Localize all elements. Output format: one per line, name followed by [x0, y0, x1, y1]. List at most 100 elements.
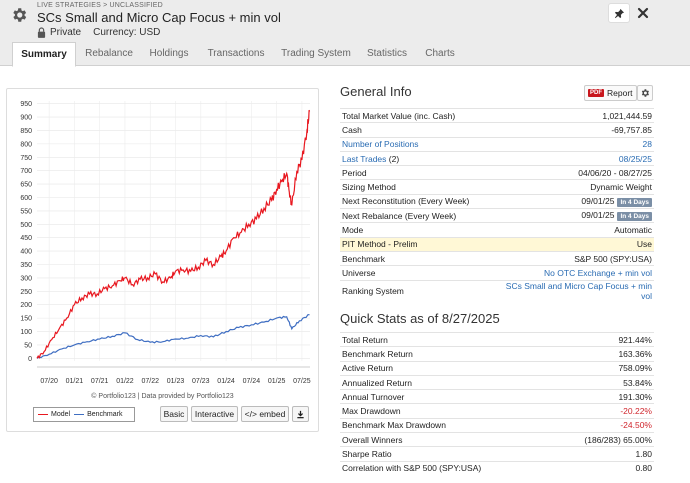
table-row: Annualized Return 53.84% — [340, 374, 654, 389]
legend-benchmark[interactable]: Benchmark — [74, 411, 122, 418]
benchmark-line — [36, 314, 310, 359]
close-button[interactable] — [635, 5, 651, 21]
x-tick-label: 07/23 — [192, 378, 210, 385]
pdf-report-button[interactable]: PDF Report — [584, 85, 637, 101]
row-value: (186/283) 65.00% — [584, 434, 652, 445]
x-tick-label: 07/20 — [40, 378, 58, 385]
tab-transactions[interactable]: Transactions — [207, 48, 265, 59]
row-label: Correlation with S&P 500 (SPY:USA) — [342, 463, 482, 474]
table-row: Total Market Value (inc. Cash) 1,021,444… — [340, 108, 654, 122]
row-value: 0.80 — [635, 463, 652, 474]
last-trades-link[interactable]: Last Trades — [342, 153, 387, 164]
performance-chart-panel: 0 50 100 150 200 250 300 350 400 450 500 550 600 650 7… — [6, 88, 319, 432]
pdf-icon: PDF — [588, 89, 604, 97]
row-label: Overall Winners — [342, 434, 403, 445]
row-value: 09/01/25 In 4 Days — [581, 210, 652, 222]
table-row: Next Reconstitution (Every Week) 09/01/2… — [340, 193, 654, 208]
row-label: Period — [342, 167, 367, 178]
tab-trading-system[interactable]: Trading System — [281, 48, 351, 59]
row-label: Last Trades (2) — [342, 154, 399, 164]
table-row: Annual Turnover 191.30% — [340, 389, 654, 403]
tab-charts[interactable]: Charts — [425, 48, 455, 59]
ranking-system-line2: vol — [641, 291, 652, 302]
y-tick-label: 400 — [20, 249, 32, 256]
embed-chart-button[interactable]: </> embed — [241, 406, 289, 422]
interactive-chart-button[interactable]: Interactive — [191, 406, 238, 422]
positions-count-link[interactable]: 28 — [642, 139, 652, 150]
table-row: Correlation with S&P 500 (SPY:USA) 0.80 — [340, 460, 654, 475]
table-row: Active Return 758.09% — [340, 360, 654, 375]
row-label: Active Return — [342, 363, 394, 374]
report-label: Report — [607, 88, 633, 98]
universe-link[interactable]: No OTC Exchange + min vol — [544, 267, 652, 278]
table-row: Ranking System SCs Small and Micro Cap F… — [340, 279, 654, 302]
table-row: Benchmark Return 163.36% — [340, 346, 654, 360]
table-row: Last Trades (2) 08/25/25 — [340, 150, 654, 165]
download-icon — [297, 410, 304, 418]
row-value: 04/06/20 - 08/27/25 — [578, 167, 652, 178]
row-label: Sizing Method — [342, 182, 396, 193]
row-label: Annual Turnover — [342, 391, 405, 402]
pin-button[interactable] — [608, 3, 630, 23]
legend-benchmark-label: Benchmark — [87, 411, 123, 418]
y-tick-label: 750 — [20, 155, 32, 162]
chart-credit: © Portfolio123 | Data provided by Portfo… — [91, 393, 234, 400]
pin-icon — [614, 8, 624, 18]
y-tick-label: 200 — [20, 302, 32, 309]
legend-model[interactable]: Model — [38, 411, 70, 418]
tab-holdings[interactable]: Holdings — [149, 48, 189, 59]
x-tick-label: 07/22 — [141, 378, 159, 385]
legend-model-label: Model — [51, 411, 71, 418]
table-row: Universe No OTC Exchange + min vol — [340, 265, 654, 279]
report-settings-button[interactable] — [637, 85, 653, 101]
y-tick-label: 50 — [24, 342, 32, 349]
row-label: Ranking System — [342, 286, 404, 297]
gear-icon[interactable] — [10, 6, 28, 24]
y-tick-label: 800 — [20, 141, 32, 148]
table-row: Period 04/06/20 - 08/27/25 — [340, 165, 654, 179]
breadcrumb[interactable]: LIVE STRATEGIES > UNCLASSIFIED — [37, 2, 163, 9]
row-value: 1.80 — [635, 449, 652, 460]
row-label: Universe — [342, 267, 376, 278]
general-info-heading: General Info — [340, 84, 412, 99]
x-tick-label: 01/21 — [66, 378, 84, 385]
y-tick-label: 350 — [20, 262, 32, 269]
table-row: Mode Automatic — [340, 222, 654, 236]
row-label: Sharpe Ratio — [342, 449, 392, 460]
rebalance-date: 09/01/25 — [581, 210, 615, 221]
row-value: 758.09% — [618, 363, 652, 374]
tab-rebalance[interactable]: Rebalance — [85, 48, 133, 59]
tab-bar: Summary Rebalance Holdings Transactions … — [0, 42, 690, 67]
row-value: 163.36% — [618, 348, 652, 359]
chart-legend: Model Benchmark — [33, 407, 135, 422]
last-trades-date-link[interactable]: 08/25/25 — [618, 153, 652, 164]
visibility-label: Private — [50, 27, 82, 38]
row-label: Mode — [342, 225, 364, 236]
y-tick-label: 700 — [20, 168, 32, 175]
x-tick-label: 01/25 — [268, 378, 286, 385]
row-value: Dynamic Weight — [590, 182, 652, 193]
tab-statistics[interactable]: Statistics — [366, 48, 407, 59]
x-tick-label: 07/25 — [293, 378, 311, 385]
row-label: Benchmark — [342, 253, 385, 264]
number-of-positions-link[interactable]: Number of Positions — [342, 139, 419, 150]
row-label: Next Reconstitution (Every Week) — [342, 196, 470, 207]
download-chart-button[interactable] — [292, 406, 309, 422]
row-label: Max Drawdown — [342, 406, 401, 417]
tab-summary[interactable]: Summary — [12, 42, 76, 67]
basic-chart-button[interactable]: Basic — [160, 406, 188, 422]
privacy-info: Private Currency: USD — [37, 27, 160, 38]
row-value: S&P 500 (SPY:USA) — [574, 253, 652, 264]
row-value: 191.30% — [618, 391, 652, 402]
general-info-table: Total Market Value (inc. Cash) 1,021,444… — [340, 108, 654, 302]
row-value: 921.44% — [618, 334, 652, 345]
performance-chart[interactable]: 0 50 100 150 200 250 300 350 400 450 500 550 600 650 7… — [7, 89, 318, 389]
ranking-system-link[interactable]: SCs Small and Micro Cap Focus + min vol — [506, 281, 652, 301]
currency-label: Currency: USD — [93, 27, 161, 38]
x-tick-label: 01/22 — [116, 378, 134, 385]
y-tick-label: 650 — [20, 182, 32, 189]
row-label: Cash — [342, 124, 362, 135]
y-tick-label: 600 — [20, 195, 32, 202]
row-value: 09/01/25 In 4 Days — [581, 196, 652, 207]
table-row: Next Rebalance (Every Week) 09/01/25 In 4… — [340, 208, 654, 222]
